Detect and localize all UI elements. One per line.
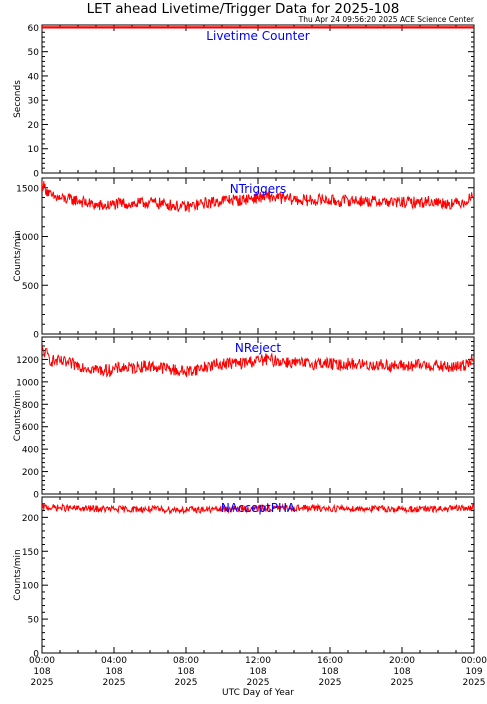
chart-panel-2: 0 500 1000 1500 Counts/min NTriggers: [13, 177, 475, 341]
x-tick-label-line: 04:00: [101, 656, 127, 666]
x-tick-label-line: 2025: [103, 678, 126, 688]
y-tick-label: 500: [22, 282, 39, 292]
x-tick-label-line: 2025: [175, 678, 198, 688]
y-tick-label: 600: [22, 423, 39, 433]
plot-frame: [41, 177, 475, 335]
x-tick-label: 16:00 108 2025: [317, 656, 343, 688]
panel-title: NAcceptPHA: [221, 501, 296, 515]
chart-panel-4: 0 50 100 150 200 Counts/min NAcceptPHA: [13, 496, 475, 660]
x-tick-label-line: 00:00: [29, 656, 55, 666]
y-tick-label: 50: [28, 48, 40, 58]
x-tick-label-line: 108: [33, 667, 50, 677]
y-tick-label: 1500: [16, 184, 39, 194]
y-tick-label: 1200: [16, 356, 39, 366]
y-tick-label: 400: [22, 446, 39, 456]
y-tick-label: 1000: [16, 378, 39, 388]
y-tick-label: 0: [33, 170, 39, 180]
y-tick-label: 60: [28, 24, 40, 34]
y-tick-label: 40: [28, 72, 40, 82]
y-tick-label: 200: [22, 468, 39, 478]
y-tick-label: 50: [28, 616, 40, 626]
panel-title: NReject: [235, 341, 281, 355]
series-line: [42, 502, 474, 515]
chart-panel-3: 0 200 400 600 800 1000 1200 Counts/min NReject: [13, 336, 475, 501]
panel-title: Livetime Counter: [206, 29, 309, 43]
x-tick-label-line: 108: [393, 667, 410, 677]
chart-timestamp: Thu Apr 24 09:56:20 2025 ACE Science Cen…: [298, 15, 475, 24]
x-tick-label: 00:00 108 2025: [29, 656, 55, 688]
y-tick-label: 0: [33, 650, 39, 660]
x-tick-label-line: 108: [249, 667, 266, 677]
x-tick-label-line: 2025: [463, 678, 486, 688]
x-axis-label: UTC Day of Year: [222, 688, 294, 698]
x-tick-label-line: 2025: [247, 678, 270, 688]
y-tick-label: 30: [28, 97, 40, 107]
y-tick-label: 20: [28, 121, 40, 131]
x-tick-label-line: 108: [321, 667, 338, 677]
y-tick-label: 200: [22, 514, 39, 524]
series-line: [42, 346, 474, 378]
y-tick-label: 800: [22, 401, 39, 411]
y-axis-label: Seconds: [13, 80, 23, 118]
y-tick-label: 100: [22, 582, 39, 592]
x-tick-label-line: 20:00: [389, 656, 415, 666]
x-tick-label-line: 08:00: [173, 656, 199, 666]
y-tick-label: 0: [33, 331, 39, 341]
x-tick-label-line: 2025: [319, 678, 342, 688]
x-tick-label: 20:00 108 2025: [389, 656, 415, 688]
y-axis-label: Counts/min: [13, 390, 23, 441]
x-tick-label: 08:00 108 2025: [173, 656, 199, 688]
x-tick-label-line: 2025: [391, 678, 414, 688]
x-tick-label-line: 108: [177, 667, 194, 677]
y-axis-label: Counts/min: [13, 230, 23, 281]
y-axis-label: Counts/min: [13, 549, 23, 600]
x-tick-label-line: 12:00: [245, 656, 271, 666]
x-tick-label-line: 2025: [31, 678, 54, 688]
x-tick-label: 12:00 108 2025: [245, 656, 271, 688]
x-tick-label-line: 109: [465, 667, 482, 677]
series-line: [42, 180, 474, 213]
y-tick-label: 1000: [16, 233, 39, 243]
plot-frame: [41, 24, 475, 174]
x-tick-label-line: 16:00: [317, 656, 343, 666]
y-tick-label: 150: [22, 548, 39, 558]
panel-title: NTriggers: [230, 182, 287, 196]
y-tick-label: 0: [33, 491, 39, 501]
plot-frame: [41, 496, 475, 654]
plot-frame: [41, 336, 475, 495]
x-tick-label: 04:00 108 2025: [101, 656, 127, 688]
chart-panel-1: 0 10 20 30 40 50 60 Seconds Livetime Counter: [13, 24, 475, 180]
x-tick-label-line: 00:00: [461, 656, 487, 666]
y-tick-label: 10: [28, 145, 40, 155]
x-tick-label: 00:00 109 2025: [461, 656, 487, 688]
chart-title: LET ahead Livetime/Trigger Data for 2025…: [87, 1, 400, 17]
x-tick-label-line: 108: [105, 667, 122, 677]
